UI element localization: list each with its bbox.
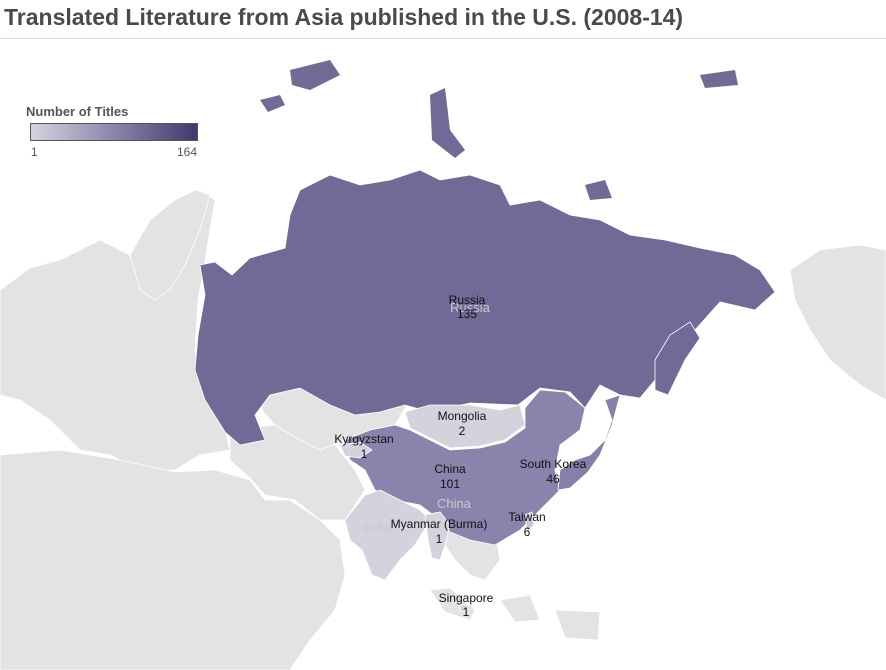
basemap-land-indonesia <box>429 587 601 641</box>
label-myanmar-value: 1 <box>436 532 443 546</box>
label-singapore-value: 1 <box>463 605 470 619</box>
country-myanmar[interactable] <box>424 511 451 561</box>
country-kyrgyzstan[interactable] <box>339 441 373 459</box>
label-kyrgyzstan-value: 1 <box>361 447 368 461</box>
title-bar: Translated Literature from Asia publishe… <box>0 0 886 39</box>
label-singapore-name: Singapore <box>439 591 494 605</box>
page-title: Translated Literature from Asia publishe… <box>4 4 684 30</box>
color-legend: Number of Titles 1 164 <box>26 104 198 164</box>
label-south-korea-name: South Korea <box>520 457 587 471</box>
map-view[interactable]: Russia China India Russia 135 Mongolia 2… <box>0 39 886 670</box>
country-china[interactable] <box>344 389 586 546</box>
basemap-land-africa <box>0 449 346 670</box>
legend-min-value: 1 <box>31 145 38 159</box>
country-taiwan[interactable] <box>524 511 535 533</box>
basemap-label-india: India <box>363 520 392 535</box>
country-singapore[interactable] <box>459 603 468 612</box>
basemap-land-scandinavia <box>129 189 211 301</box>
legend-max-value: 164 <box>176 145 197 159</box>
country-russia-kamchatka[interactable] <box>654 321 701 396</box>
label-china-name: China <box>434 462 466 476</box>
label-mongolia-name: Mongolia <box>438 409 487 423</box>
label-russia-value: 135 <box>457 307 477 321</box>
basemap-arctic-islands <box>260 60 738 200</box>
legend-title: Number of Titles <box>26 104 129 119</box>
basemap-land-alaska <box>789 244 886 401</box>
label-kyrgyzstan-name: Kyrgyzstan <box>334 432 393 446</box>
basemap-land-india <box>344 489 431 581</box>
legend-color-ramp <box>30 123 198 141</box>
label-mongolia-value: 2 <box>459 424 466 438</box>
basemap-label-russia: Russia <box>450 300 491 315</box>
country-south-korea[interactable] <box>557 394 621 491</box>
label-south-korea-value: 46 <box>546 472 560 486</box>
basemap-label-china: China <box>437 496 472 511</box>
label-taiwan-name: Taiwan <box>508 510 545 524</box>
map-svg[interactable]: Russia China India Russia 135 Mongolia 2… <box>0 39 886 670</box>
country-mongolia[interactable] <box>404 404 526 449</box>
label-taiwan-value: 6 <box>524 525 531 539</box>
label-china-value: 101 <box>440 477 460 491</box>
label-russia-name: Russia <box>449 293 486 307</box>
label-myanmar-name: Myanmar (Burma) <box>391 517 488 531</box>
